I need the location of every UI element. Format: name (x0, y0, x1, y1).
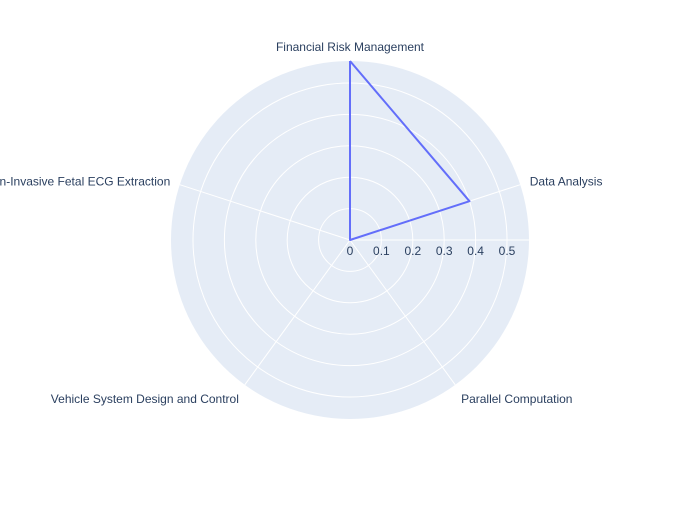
category-label: Data Analysis (530, 175, 603, 189)
angular-spoke (349, 239, 456, 386)
radial-tick-label: 0.5 (499, 244, 516, 258)
category-label: Non-Invasive Fetal ECG Extraction (0, 175, 170, 189)
series-line (349, 60, 471, 241)
category-labels: Financial Risk Management Data Analysis Pa… (0, 40, 602, 406)
category-label: Vehicle System Design and Control (51, 392, 239, 406)
radial-tick-labels: 0 0.1 0.2 0.3 0.4 0.5 (347, 244, 516, 258)
category-label: Parallel Computation (461, 392, 572, 406)
radial-tick-label: 0.3 (436, 244, 453, 258)
angular-spoke (244, 239, 351, 386)
series-traces (349, 60, 471, 241)
radial-tick-label: 0.1 (373, 244, 390, 258)
angular-spoke (179, 184, 351, 241)
category-label: Financial Risk Management (276, 40, 425, 54)
radial-tick-label: 0.4 (467, 244, 484, 258)
radial-tick-label: 0 (347, 244, 354, 258)
radial-tick-label: 0.2 (404, 244, 421, 258)
